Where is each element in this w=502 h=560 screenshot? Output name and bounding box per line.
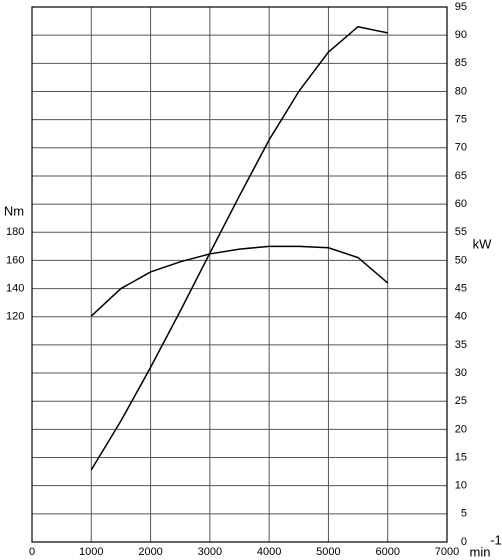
x-tick-label: 0 (29, 546, 35, 558)
x-tick-label: 6000 (375, 546, 399, 558)
y-tick-label: 120 (6, 311, 24, 323)
line-series (90, 25, 388, 471)
y2-tick-label: 5 (461, 508, 467, 520)
y2-tick-label: 15 (455, 451, 467, 463)
y2-tick-label: 50 (455, 254, 467, 266)
x-tick-label: 5000 (316, 546, 340, 558)
x-tick-label: 4000 (257, 546, 281, 558)
y2-tick-label: 35 (455, 339, 467, 351)
y2-tick-label: 0 (461, 536, 467, 548)
x-tick-label: 2000 (138, 546, 162, 558)
x-axis-label-exponent: -1 (490, 532, 502, 547)
y-tick-label: 180 (6, 226, 24, 238)
plot-frame (31, 6, 448, 543)
y2-tick-label: 80 (455, 85, 467, 97)
y2-tick-label: 90 (455, 29, 467, 41)
x-tick-label: 7000 (435, 546, 459, 558)
y2-tick-label: 20 (455, 423, 467, 435)
y2-tick-label: 40 (455, 311, 467, 323)
y2-tick-label: 70 (455, 142, 467, 154)
y2-tick-label: 85 (455, 57, 467, 69)
x-axis-label: min (470, 544, 491, 559)
y2-tick-label: 65 (455, 170, 467, 182)
y2-tick-label: 10 (455, 480, 467, 492)
y2-tick-label: 25 (455, 395, 467, 407)
x-tick-label: 1000 (79, 546, 103, 558)
y-axis-label: Nm (4, 203, 24, 218)
y2-axis-label: kW (473, 236, 493, 251)
y-tick-label: 160 (6, 254, 24, 266)
y-tick-label: 140 (6, 282, 24, 294)
x-tick-label: 3000 (198, 546, 222, 558)
y2-tick-label: 95 (455, 1, 467, 13)
y2-tick-label: 45 (455, 282, 467, 294)
y2-tick-label: 30 (455, 367, 467, 379)
line-series (90, 245, 389, 317)
y2-tick-label: 75 (455, 114, 467, 126)
y2-tick-label: 55 (455, 226, 467, 238)
y2-tick-label: 60 (455, 198, 467, 210)
